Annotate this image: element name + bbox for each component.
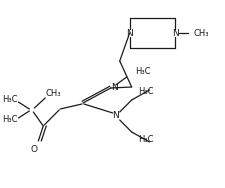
- Text: H₃C: H₃C: [2, 96, 17, 105]
- Text: CH₃: CH₃: [193, 29, 209, 37]
- Text: N: N: [172, 29, 179, 37]
- Text: H₃C: H₃C: [138, 136, 153, 145]
- Text: O: O: [31, 145, 38, 153]
- Text: N: N: [126, 29, 133, 37]
- Text: H₃C: H₃C: [135, 67, 150, 76]
- Text: N: N: [111, 83, 118, 92]
- Text: N: N: [112, 111, 119, 121]
- Text: H₃C: H₃C: [2, 115, 17, 124]
- Text: H₃C: H₃C: [138, 87, 153, 96]
- Text: CH₃: CH₃: [45, 89, 61, 99]
